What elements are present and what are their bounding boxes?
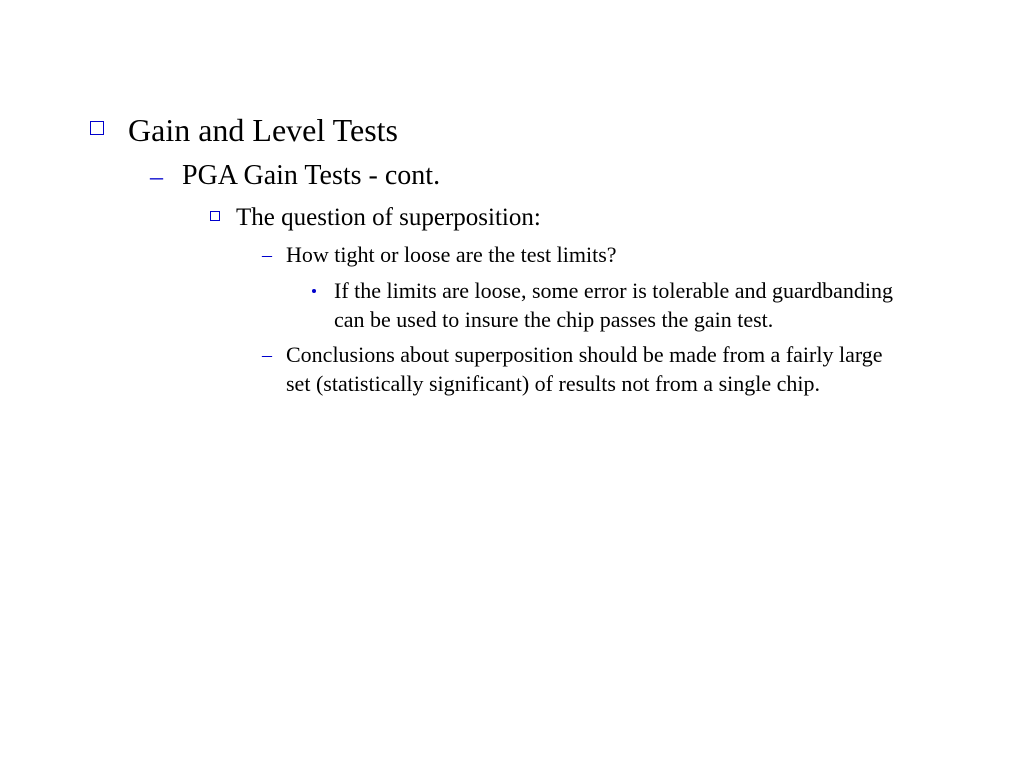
text-l4b: Conclusions about superposition should b… <box>286 340 944 398</box>
dash-bullet-icon: – <box>150 158 182 192</box>
bullet-level-2: – PGA Gain Tests - cont. <box>150 158 944 194</box>
dash-bullet-small-icon: – <box>262 340 286 367</box>
square-bullet-small-icon <box>210 202 236 226</box>
text-l5a: If the limits are loose, some error is t… <box>334 276 944 334</box>
bullet-level-5: If the limits are loose, some error is t… <box>312 276 944 334</box>
dot-bullet-icon <box>312 276 334 301</box>
text-l4a: How tight or loose are the test limits? <box>286 240 944 269</box>
bullet-level-1: Gain and Level Tests <box>90 110 944 152</box>
bullet-level-3: The question of superposition: <box>210 202 944 235</box>
bullet-level-4: – Conclusions about superposition should… <box>262 340 944 398</box>
heading-l2: PGA Gain Tests - cont. <box>182 158 944 194</box>
bullet-level-4: – How tight or loose are the test limits… <box>262 240 944 269</box>
square-bullet-icon <box>90 110 128 142</box>
heading-l1: Gain and Level Tests <box>128 110 944 152</box>
dash-bullet-small-icon: – <box>262 240 286 267</box>
heading-l3: The question of superposition: <box>236 202 944 235</box>
